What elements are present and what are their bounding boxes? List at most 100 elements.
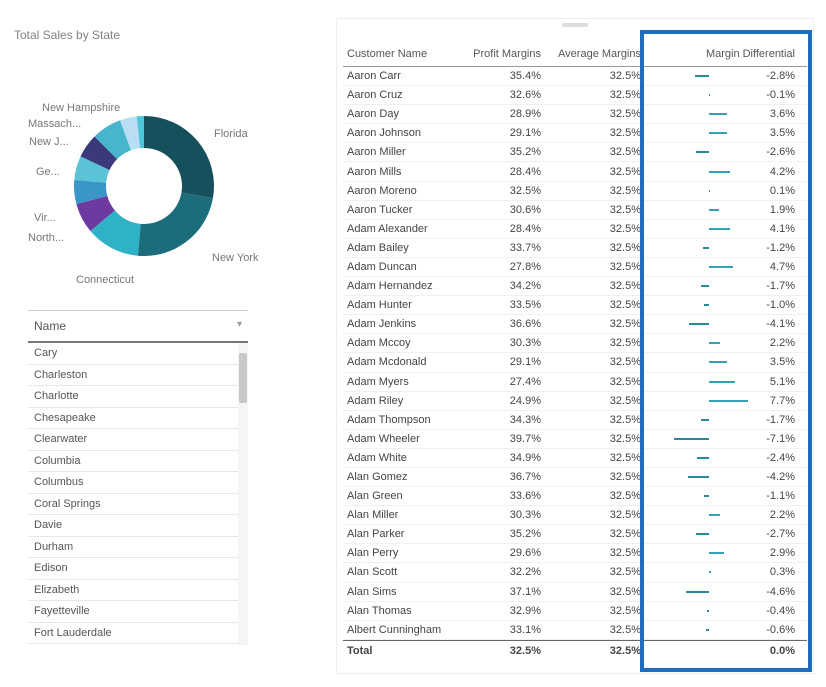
data-bar [709,514,720,516]
cell-name: Aaron Miller [343,146,463,158]
slicer-item[interactable]: Fayetteville [28,601,248,623]
cell-margin-diff: 0.1% [651,185,801,197]
scrollbar-thumb[interactable] [239,353,247,403]
table-row[interactable]: Aaron Tucker30.6%32.5%1.9% [343,201,807,220]
donut-slice[interactable] [144,116,214,198]
table-row[interactable]: Aaron Day28.9%32.5%3.6% [343,105,807,124]
slicer-item[interactable]: Columbus [28,472,248,494]
table-row[interactable]: Adam Duncan27.8%32.5%4.7% [343,258,807,277]
slicer-item[interactable]: Cary [28,343,248,365]
slicer-item[interactable]: Coral Springs [28,494,248,516]
col-customer-name[interactable]: Customer Name [343,48,463,60]
slicer-item[interactable]: Durham [28,537,248,559]
slicer-item[interactable]: Columbia [28,451,248,473]
col-profit-margins[interactable]: Profit Margins [463,48,551,60]
table-row[interactable]: Adam Mcdonald29.1%32.5%3.5% [343,353,807,372]
table-row[interactable]: Alan Perry29.6%32.5%2.9% [343,544,807,563]
table-row[interactable]: Alan Miller30.3%32.5%2.2% [343,506,807,525]
table-row[interactable]: Albert Cunningham33.1%32.5%-0.6% [343,621,807,640]
table-row[interactable]: Alan Parker35.2%32.5%-2.7% [343,525,807,544]
slicer-item[interactable]: Davie [28,515,248,537]
cell-margin-diff-value: 5.1% [770,376,795,388]
table-row[interactable]: Alan Gomez36.7%32.5%-4.2% [343,468,807,487]
slicer-item[interactable]: Edison [28,558,248,580]
table-row[interactable]: Alan Thomas32.9%32.5%-0.4% [343,602,807,621]
table-row[interactable]: Aaron Carr35.4%32.5%-2.8% [343,67,807,86]
table-row[interactable]: Aaron Johnson29.1%32.5%3.5% [343,124,807,143]
data-bar [703,247,709,249]
cell-margin-diff-value: -4.1% [766,318,795,330]
slicer-item[interactable]: Fort Lauderdale [28,623,248,645]
cell-average-margin: 32.5% [551,395,651,407]
slicer-item[interactable]: Charlotte [28,386,248,408]
bar-zone [651,91,743,99]
cell-margin-diff: -7.1% [651,433,801,445]
table-row[interactable]: Adam Mccoy30.3%32.5%2.2% [343,334,807,353]
cell-average-margin: 32.5% [551,605,651,617]
donut-slice[interactable] [138,193,213,256]
table-row[interactable]: Adam Myers27.4%32.5%5.1% [343,373,807,392]
bar-zone [651,530,743,538]
col-margin-differential[interactable]: Margin Differential [651,48,801,60]
table-row[interactable]: Alan Green33.6%32.5%-1.1% [343,487,807,506]
slicer-item[interactable]: Clearwater [28,429,248,451]
table-row[interactable]: Adam Riley24.9%32.5%7.7% [343,392,807,411]
slicer-item[interactable]: Elizabeth [28,580,248,602]
cell-margin-diff-value: -1.7% [766,414,795,426]
slicer-item[interactable]: Gainesville [28,644,248,645]
data-bar [689,323,710,325]
cell-name: Adam Hernandez [343,280,463,292]
drag-grip-icon[interactable] [562,23,588,27]
cell-profit-margin: 30.3% [463,337,551,349]
cell-profit-margin: 36.6% [463,318,551,330]
col-average-margins[interactable]: Average Margins [551,48,651,60]
cell-name: Aaron Cruz [343,89,463,101]
table-row[interactable]: Aaron Cruz32.6%32.5%-0.1% [343,86,807,105]
table-row[interactable]: Alan Scott32.2%32.5%0.3% [343,563,807,582]
table-row[interactable]: Adam Hernandez34.2%32.5%-1.7% [343,277,807,296]
cell-margin-diff: 3.5% [651,127,801,139]
cell-margin-diff: -4.6% [651,586,801,598]
table-row[interactable]: Aaron Moreno32.5%32.5%0.1% [343,182,807,201]
cell-name: Adam Duncan [343,261,463,273]
table-row[interactable]: Alan Sims37.1%32.5%-4.6% [343,583,807,602]
cell-margin-diff: -4.1% [651,318,801,330]
bar-zone [651,454,743,462]
table-row[interactable]: Adam Hunter33.5%32.5%-1.0% [343,296,807,315]
cell-average-margin: 32.5% [551,280,651,292]
cell-name: Alan Gomez [343,471,463,483]
cell-margin-diff-value: -1.1% [766,490,795,502]
cell-name: Adam Wheeler [343,433,463,445]
table-row[interactable]: Adam White34.9%32.5%-2.4% [343,449,807,468]
cell-name: Aaron Moreno [343,185,463,197]
data-bar [706,629,709,631]
data-bar [709,381,735,383]
cell-name: Adam Alexander [343,223,463,235]
scrollbar[interactable] [238,343,248,645]
chevron-down-icon[interactable]: ▾ [237,319,242,333]
cell-margin-diff-value: -0.1% [766,89,795,101]
cell-margin-diff-value: -4.6% [766,586,795,598]
table-row[interactable]: Adam Thompson34.3%32.5%-1.7% [343,411,807,430]
cell-margin-diff: 2.9% [651,547,801,559]
slicer-header[interactable]: Name ▾ [28,311,248,343]
slicer-item[interactable]: Charleston [28,365,248,387]
donut-chart[interactable]: FloridaNew YorkConnecticutNorth...Vir...… [14,56,274,256]
cell-name: Adam Thompson [343,414,463,426]
data-bar [704,495,710,497]
bar-zone [651,473,743,481]
table-visual[interactable]: Customer Name Profit Margins Average Mar… [336,18,814,674]
cell-profit-margin: 27.8% [463,261,551,273]
cell-name: Adam White [343,452,463,464]
cell-average-margin: 32.5% [551,146,651,158]
table-row[interactable]: Aaron Mills28.4%32.5%4.2% [343,162,807,181]
table-row[interactable]: Aaron Miller35.2%32.5%-2.6% [343,143,807,162]
table-row[interactable]: Adam Wheeler39.7%32.5%-7.1% [343,430,807,449]
table-row[interactable]: Adam Jenkins36.6%32.5%-4.1% [343,315,807,334]
table-row[interactable]: Adam Bailey33.7%32.5%-1.2% [343,239,807,258]
bar-zone [651,148,743,156]
data-table: Customer Name Profit Margins Average Mar… [343,41,807,667]
name-slicer[interactable]: Name ▾ CaryCharlestonCharlotteChesapeake… [28,310,248,645]
table-row[interactable]: Adam Alexander28.4%32.5%4.1% [343,220,807,239]
slicer-item[interactable]: Chesapeake [28,408,248,430]
